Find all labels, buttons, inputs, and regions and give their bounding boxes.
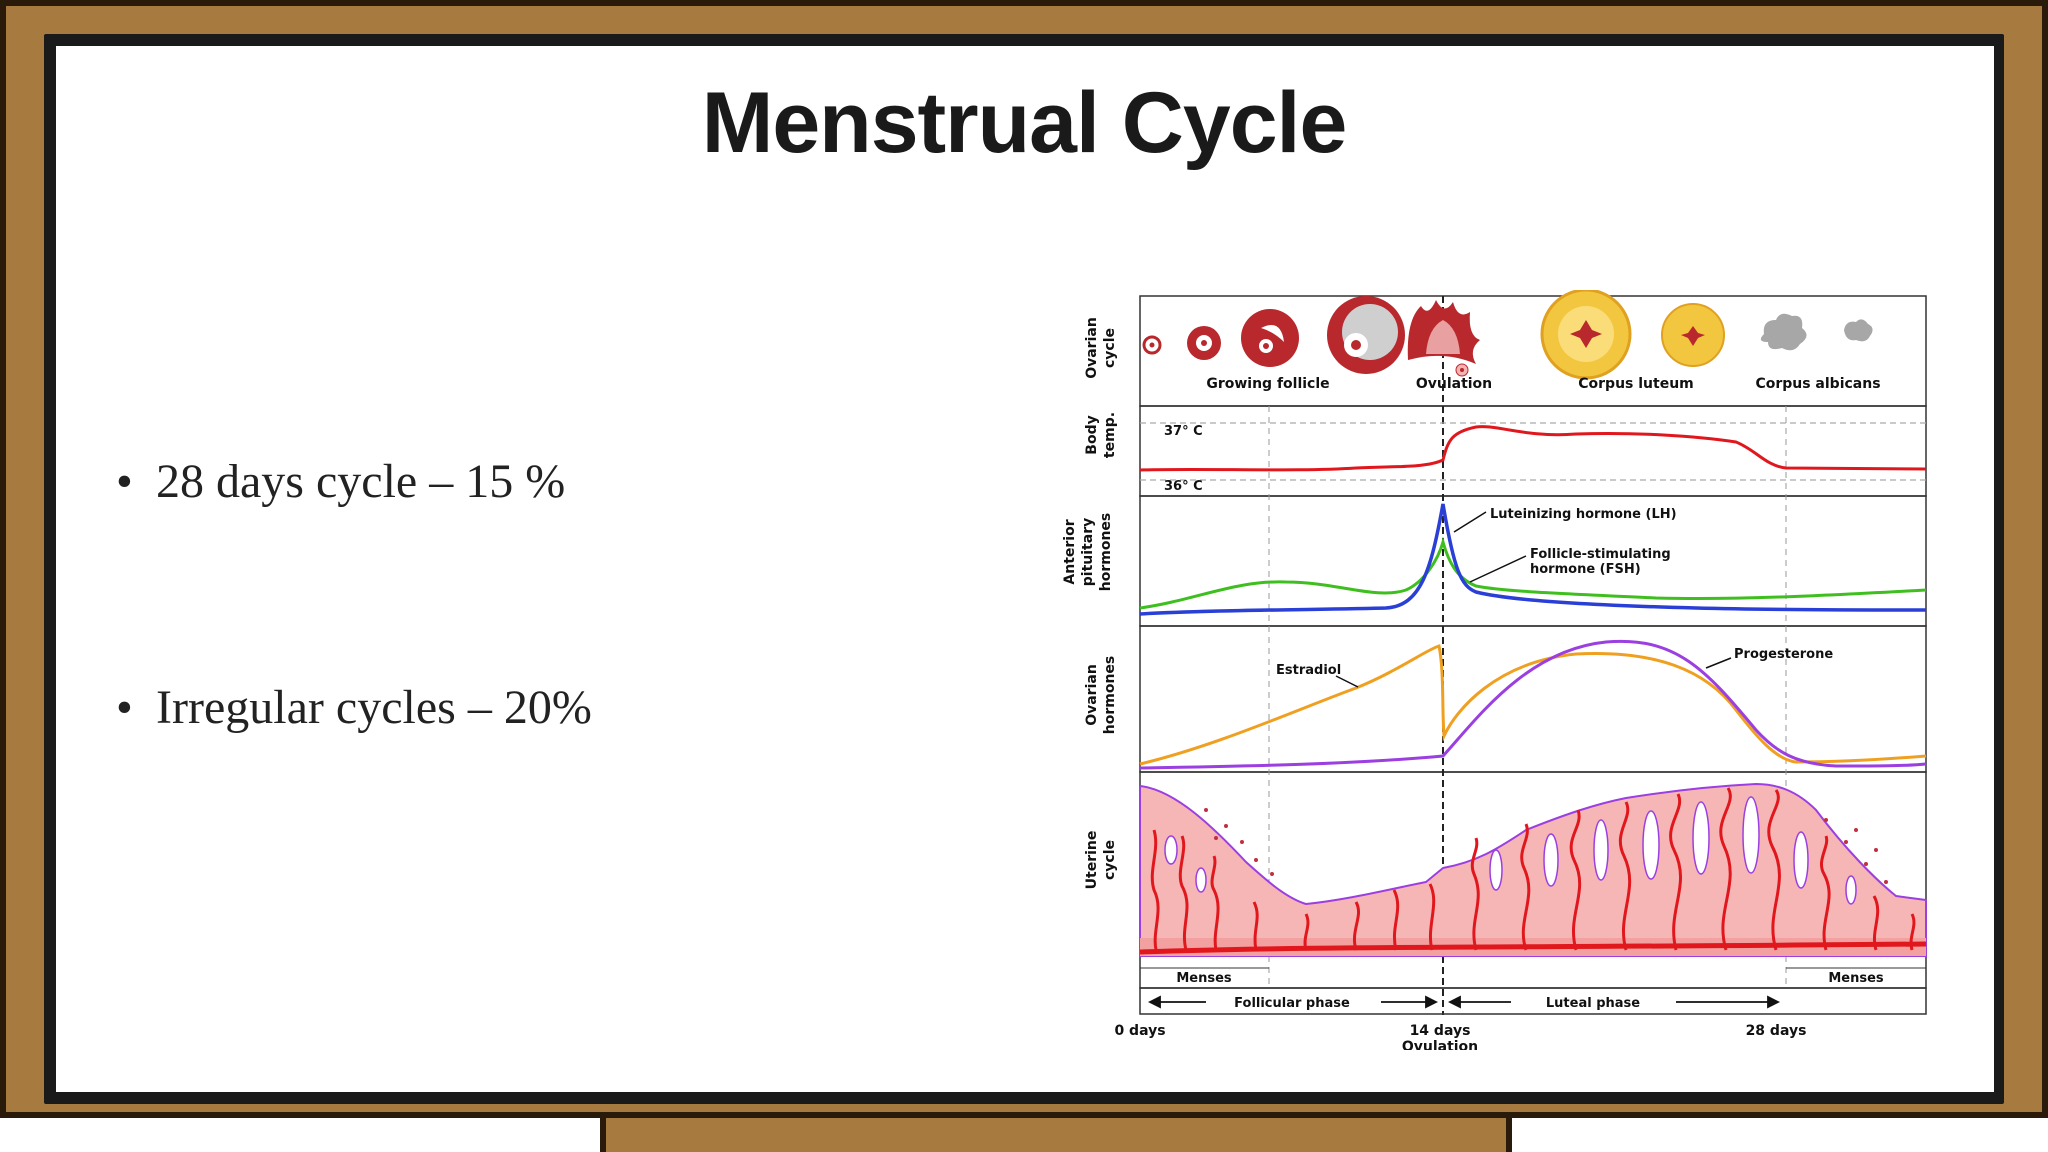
progesterone-curve [1139,639,1927,770]
progesterone-label: Progesterone [1734,647,1833,662]
fsh-leader-line [1469,555,1527,583]
growing-follicle-label: Growing follicle [1206,376,1329,392]
corpus-luteum-label: Corpus luteum [1578,376,1694,392]
ovulation-day-label: Ovulation [1402,1039,1478,1050]
body-temp-label: Body temp. [1084,412,1118,458]
fsh-label-line1: Follicle-stimulating [1530,547,1671,562]
ovarian-stage-icons [1142,288,1873,380]
day-0-label: 0 days [1114,1023,1165,1039]
bullet-text: Irregular cycles – 20% [156,681,592,734]
body-temperature-curve [1139,425,1927,472]
small-corpus-albicans-icon [1844,319,1873,342]
anterior-pituitary-label: Anterior pituitary hormones [1062,513,1114,592]
secondary-follicle-icon [1241,309,1299,367]
temp-36-label: 36° C [1164,479,1203,494]
menstrual-cycle-figure: Ovarian cycle Body temp. Anterior pituitary… [1062,288,1927,1055]
slide-title: Menstrual Cycle [701,75,1348,171]
chalk-tray [600,1112,1512,1152]
body-temp-panel [1139,405,1927,497]
follicular-phase-label: Follicular phase [1234,996,1350,1011]
menses-right-label: Menses [1828,971,1884,986]
menstrual-cycle-diagram: Ovarian cycle Body temp. Anterior pituitary… [1056,288,1936,1055]
bullet-dot-icon: • [116,455,133,508]
luteal-phase-label: Luteal phase [1546,996,1640,1011]
corpus-albicans-icon [1760,313,1807,351]
estradiol-leader-line [1335,675,1359,688]
endometrium-illustration [1139,782,1927,957]
uterine-cycle-label: Uterine cycle [1084,831,1118,890]
day-14-label: 14 days [1410,1023,1471,1039]
day-28-label: 28 days [1746,1023,1807,1039]
bullet-item: • 28 days cycle – 15 % [116,454,565,509]
bullet-dot-icon: • [116,681,133,734]
lh-label: Luteinizing hormone (LH) [1490,507,1677,522]
corpus-albicans-label: Corpus albicans [1755,376,1880,392]
lh-leader-line [1453,511,1487,533]
estradiol-curve [1139,644,1927,766]
fsh-curve [1139,536,1927,610]
estradiol-label: Estradiol [1276,663,1341,678]
ovarian-cycle-label: Ovarian cycle [1084,317,1118,379]
bullet-item: • Irregular cycles – 20% [116,680,592,735]
ovarian-hormones-label: Ovarian hormones [1084,656,1118,735]
fsh-label-line2: hormone (FSH) [1530,562,1641,577]
lh-curve [1139,503,1927,616]
bullet-text: 28 days cycle – 15 % [156,455,566,508]
phase-panel [1139,987,1927,1015]
ovulation-stage-label: Ovulation [1416,376,1492,392]
progesterone-leader-line [1705,657,1732,669]
temp-37-label: 37° C [1164,424,1203,439]
menses-left-label: Menses [1176,971,1232,986]
